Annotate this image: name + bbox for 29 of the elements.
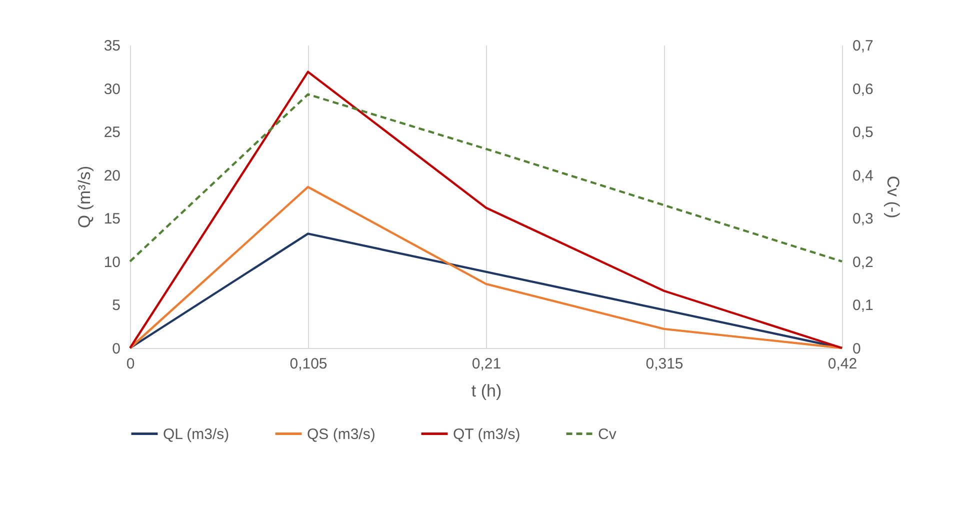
y2-tick-label: 0,6: [852, 80, 874, 98]
x-tick-label: 0,42: [828, 356, 858, 372]
y2-tick-label: 0,1: [852, 297, 874, 314]
y-tick-label: 20: [104, 167, 120, 184]
legend-label: Cv: [598, 426, 617, 443]
x-tick-label: 0,105: [290, 356, 328, 372]
y2-tick-label: 0,2: [852, 254, 874, 271]
legend-label: QS (m3/s): [307, 426, 376, 443]
y-tick-label: 25: [104, 124, 120, 142]
y-tick-label: 30: [104, 80, 120, 98]
x-axis-title: t (h): [471, 382, 502, 400]
x-tick-label: 0: [126, 356, 135, 372]
y2-axis-title: Cv (-): [883, 176, 902, 218]
y-tick-label: 5: [112, 297, 120, 314]
y2-tick-label: 0: [852, 340, 861, 358]
y-tick-label: 35: [104, 38, 120, 54]
x-tick-label: 0,21: [472, 356, 502, 372]
line-series: [128, 93, 844, 263]
y2-tick-label: 0,5: [852, 124, 874, 142]
y2-tick-label: 0,7: [852, 38, 874, 54]
y-tick-label: 15: [104, 210, 120, 228]
y2-tick-label: 0,4: [852, 167, 874, 184]
y-tick-label: 0: [112, 340, 120, 358]
y2-tick-label: 0,3: [852, 210, 874, 228]
legend-label: QL (m3/s): [163, 426, 230, 443]
y-axis-title: Q (m³/s): [74, 166, 94, 228]
y-tick-label: 10: [104, 254, 120, 271]
legend-label: QT (m3/s): [453, 426, 520, 443]
x-tick-label: 0,315: [646, 356, 684, 372]
